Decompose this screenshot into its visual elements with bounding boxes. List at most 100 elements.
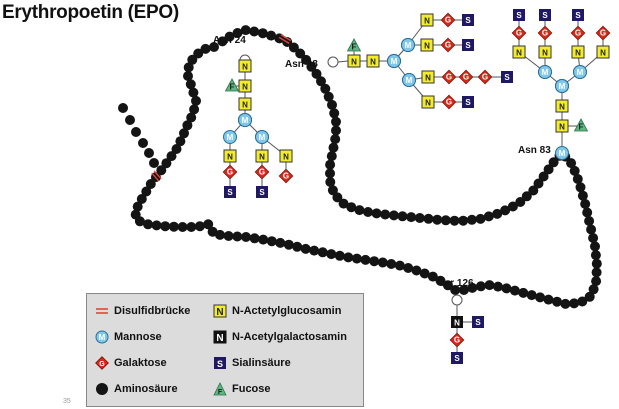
amino-acid [266, 30, 277, 41]
amino-acid [584, 291, 595, 302]
amino-acid [343, 252, 354, 263]
amino-acid [193, 48, 204, 59]
amino-acid [590, 241, 600, 252]
svg-text:N: N [242, 101, 248, 110]
svg-text:F: F [218, 389, 223, 396]
glycosylation-site-asn38 [327, 56, 339, 68]
glycan-structures: NNNMFMMNGSMMNGSMNGNNMFMMNGSMNGSMMNGGGSMN… [222, 9, 611, 364]
amino-acid [501, 283, 512, 294]
amino-acid [266, 236, 277, 247]
amino-acid [325, 168, 335, 179]
galactose-icon: G [511, 25, 527, 41]
amino-acid [136, 194, 147, 204]
amino-acid [258, 234, 269, 245]
galactose-icon: G [95, 356, 109, 370]
amino-acid [591, 276, 602, 287]
amino-acid [311, 68, 322, 79]
amino-acid [588, 233, 599, 243]
disulfide-bridge [278, 34, 292, 44]
amino-acid [380, 209, 391, 220]
amino-acid [183, 62, 194, 73]
svg-text:G: G [259, 168, 265, 177]
amino-acid [203, 219, 214, 230]
amino-acid [543, 164, 554, 175]
n-acetylglucosamine-icon: N [238, 59, 252, 73]
n-acetylgalactosamine-icon: N [213, 330, 227, 344]
svg-text:S: S [475, 318, 481, 327]
amino-acid [166, 151, 177, 162]
fucose-icon: F [346, 38, 362, 52]
n-acetylglucosamine-icon: N [238, 97, 252, 111]
amino-acid [533, 178, 544, 189]
sialic-acid-icon: S [462, 96, 474, 108]
n-acetylglucosamine-icon: N [213, 304, 227, 318]
amino-acid [458, 285, 469, 295]
amino-acid [577, 190, 588, 201]
amino-acid [241, 232, 251, 242]
amino-acid [323, 91, 334, 102]
amino-acid [423, 213, 434, 224]
legend: Disulfidbrücke M Mannose G Galaktose Ami… [86, 293, 364, 407]
amino-acid [131, 127, 141, 137]
svg-text:N: N [575, 49, 581, 58]
svg-text:G: G [446, 73, 452, 82]
amino-acid [467, 282, 478, 293]
svg-text:S: S [227, 188, 233, 197]
slide-number: 35 [63, 398, 71, 405]
svg-text:N: N [424, 17, 430, 26]
amino-acid [588, 284, 599, 295]
amino-acid [411, 265, 422, 276]
sialic-acid-icon: S [501, 71, 513, 83]
svg-text:N: N [542, 49, 548, 58]
amino-acid [217, 36, 228, 47]
amino-acid [138, 138, 148, 148]
amino-acid [432, 214, 443, 225]
amino-acid [240, 25, 251, 36]
amino-acid [483, 211, 494, 222]
amino-acid [175, 136, 186, 147]
amino-acid [141, 186, 152, 197]
amino-acid [168, 221, 179, 232]
amino-acid [118, 103, 128, 113]
amino-acid [224, 31, 235, 42]
amino-acid [458, 215, 469, 226]
svg-text:G: G [575, 29, 581, 38]
amino-acid [535, 292, 546, 303]
legend-item-mannose: M Mannose [95, 330, 162, 344]
amino-acid [435, 275, 446, 286]
n-acetylglucosamine-icon: N [279, 149, 293, 163]
amino-acid [351, 253, 362, 264]
amino-acid [191, 95, 201, 106]
svg-text:F: F [579, 123, 584, 132]
disulfide-bond-icon [95, 304, 109, 318]
amino-acid-icon [95, 382, 109, 396]
amino-acid [301, 54, 312, 65]
svg-text:N: N [424, 42, 430, 51]
amino-acid [442, 280, 453, 291]
n-acetylglucosamine-icon: N [538, 45, 552, 59]
amino-acid [566, 158, 577, 169]
svg-text:S: S [259, 188, 265, 197]
svg-text:G: G [454, 336, 460, 345]
amino-acid [145, 179, 156, 189]
amino-acid [188, 87, 199, 98]
amino-acid [223, 231, 234, 241]
amino-acid [363, 207, 373, 217]
amino-acid [388, 210, 399, 221]
svg-text:G: G [445, 16, 451, 25]
amino-acid [543, 294, 554, 305]
amino-acid [326, 151, 337, 162]
amino-acid [328, 142, 339, 153]
amino-acid [182, 120, 193, 131]
amino-acid [569, 165, 580, 176]
svg-text:N: N [600, 49, 606, 58]
mannose-icon: M [402, 73, 416, 87]
n-acetylglucosamine-icon: N [223, 149, 237, 163]
sialic-acid-icon: S [513, 9, 525, 21]
svg-text:N: N [351, 58, 357, 67]
amino-acid [360, 254, 371, 265]
amino-acid [406, 212, 417, 223]
amino-acid [125, 115, 135, 125]
n-acetylglucosamine-icon: N [255, 149, 269, 163]
